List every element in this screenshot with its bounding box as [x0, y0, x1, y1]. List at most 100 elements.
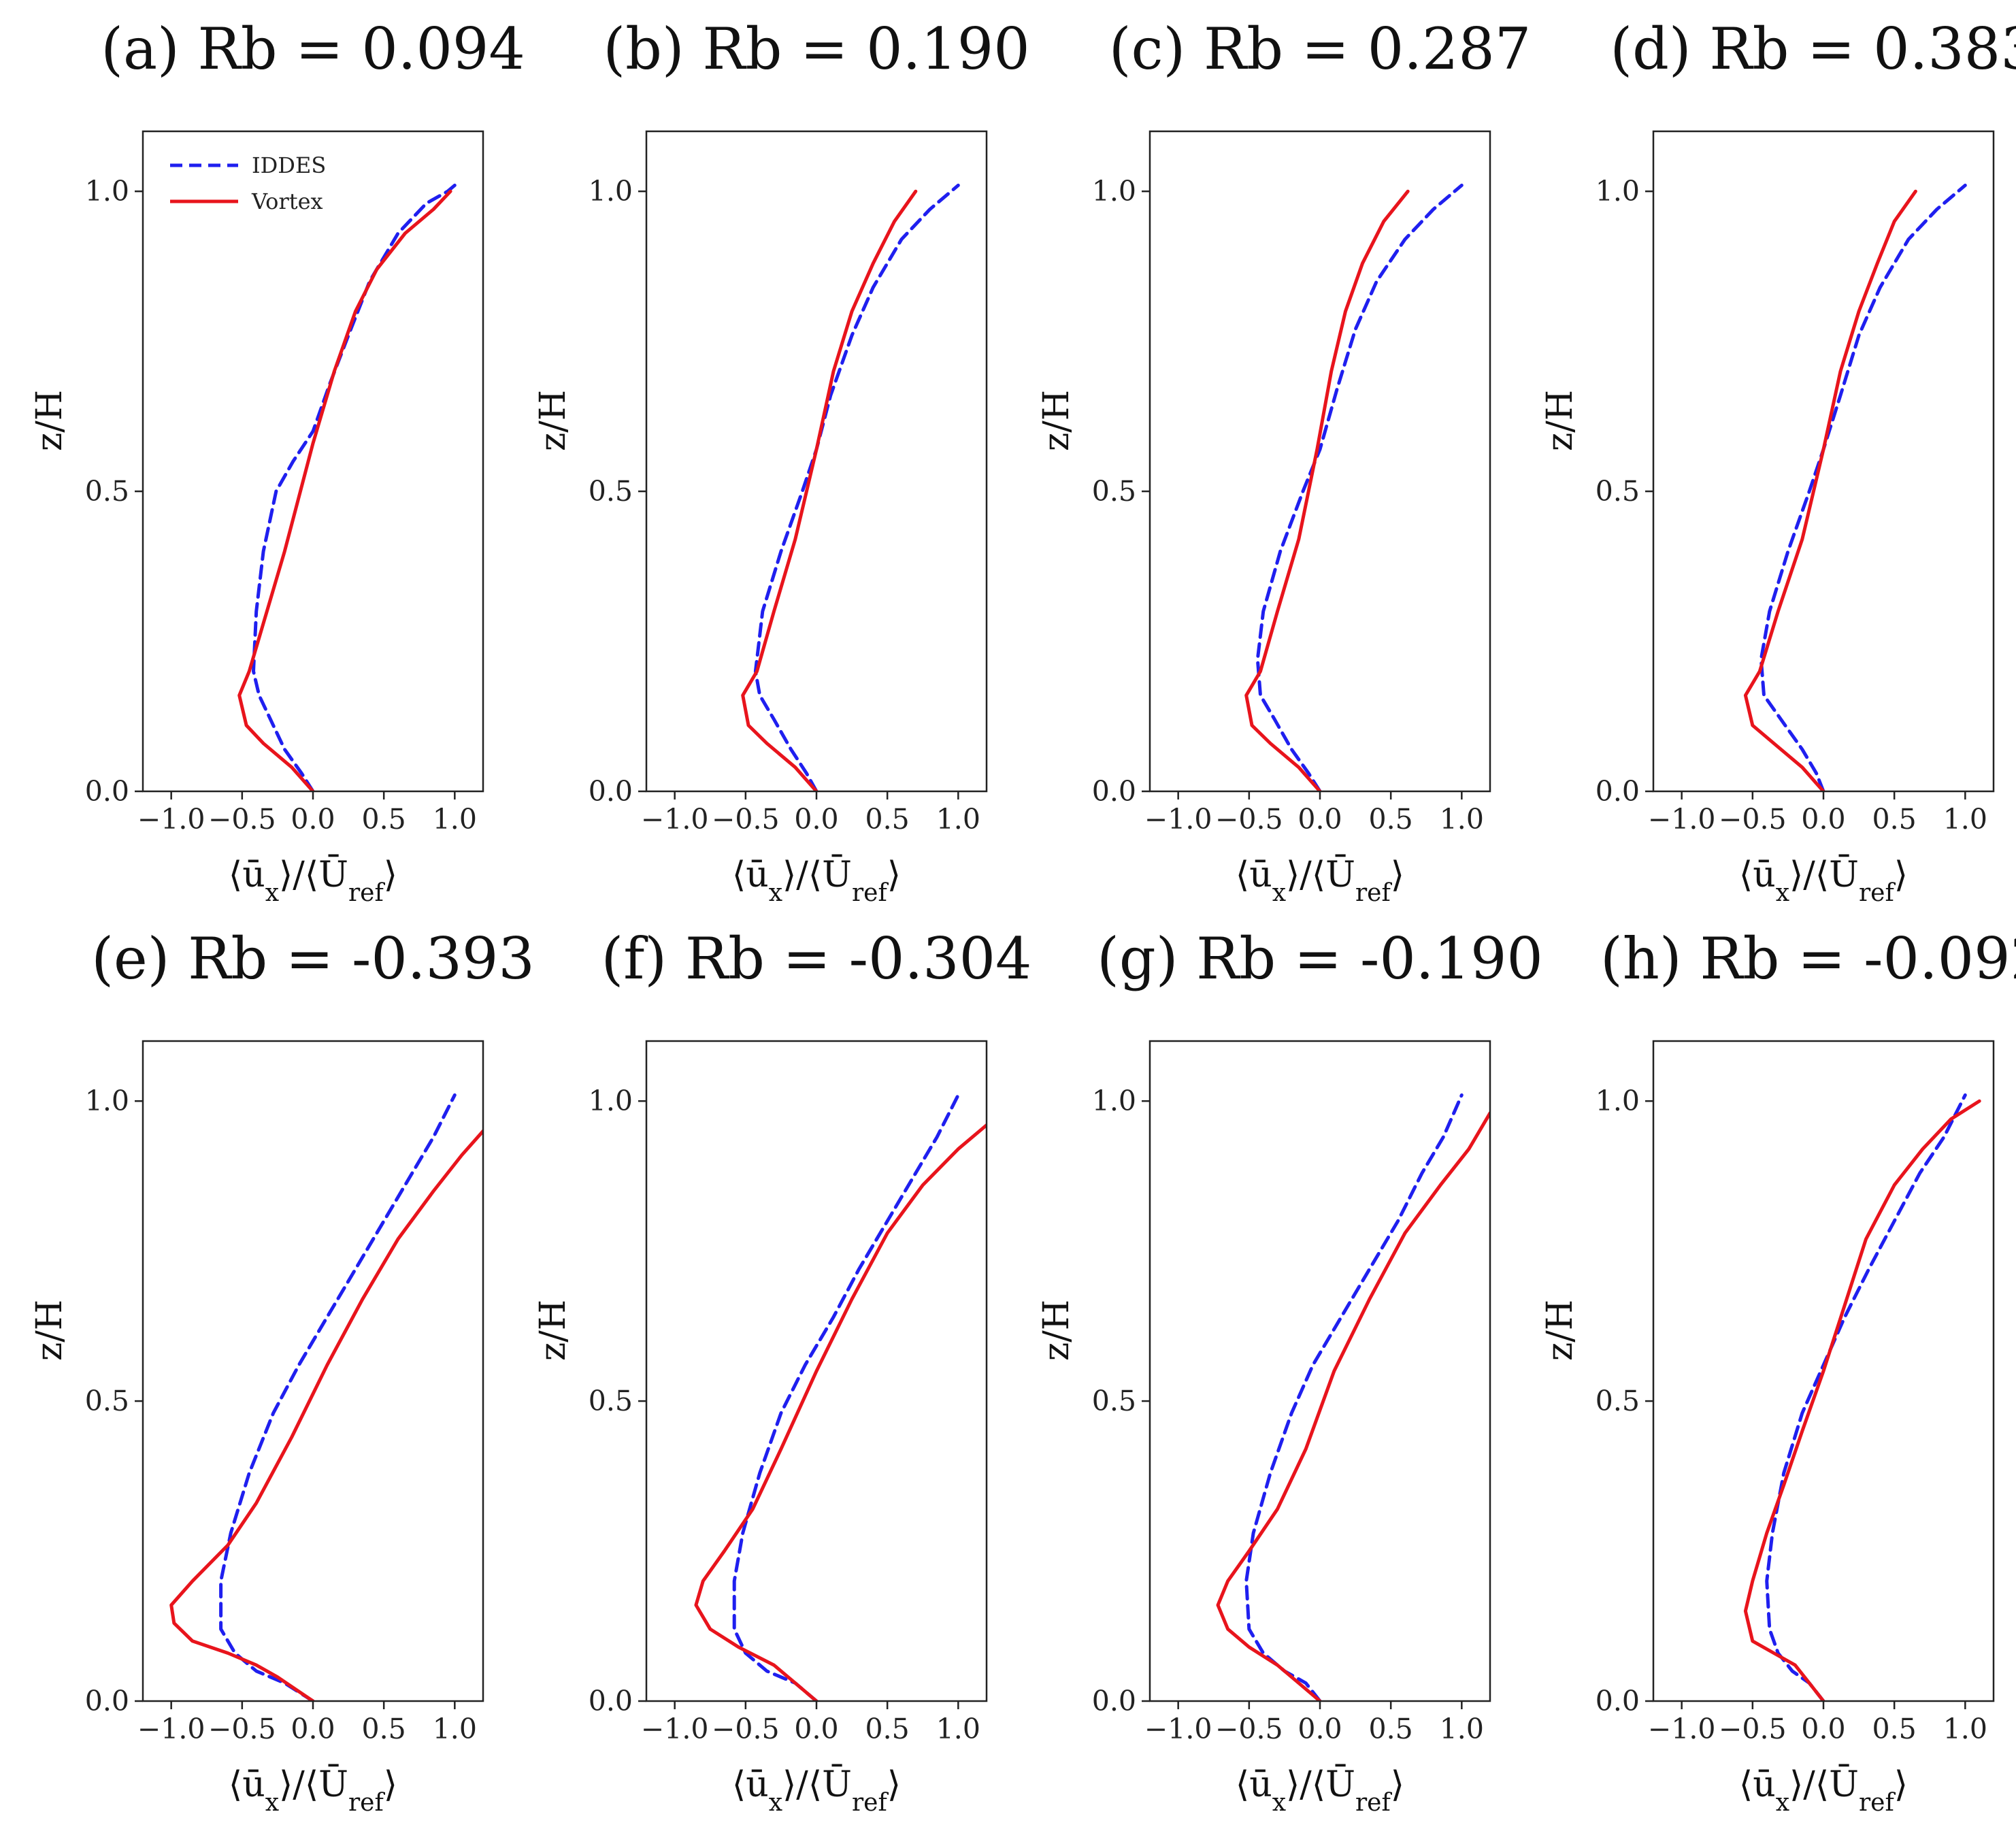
x-tick-label: 1.0 — [433, 1713, 477, 1745]
x-tick-label: 0.5 — [865, 1713, 910, 1745]
y-tick-label: 0.5 — [1596, 1385, 1640, 1417]
x-tick-label: 0.0 — [291, 1713, 335, 1745]
iddes-series-line — [1765, 1093, 1967, 1701]
y-tick-label: 1.0 — [1596, 1085, 1640, 1117]
x-tick-label: 1.0 — [936, 1713, 980, 1745]
x-tick-label: 1.0 — [1943, 803, 1987, 836]
y-tick-label: 0.0 — [85, 775, 129, 808]
x-tick-label: 0.0 — [1801, 803, 1845, 836]
y-tick-label: 0.5 — [1596, 475, 1640, 508]
y-tick-label: 1.0 — [1092, 1085, 1136, 1117]
panel-a: (a) Rb = 0.094 −1.0 −0.5 0.0 0.5 1.0 0.0 0.5 1.0… — [29, 16, 525, 907]
plot-frame — [1149, 1040, 1491, 1702]
iddes-series-line — [732, 1093, 960, 1701]
y-tick-label: 0.0 — [1596, 775, 1640, 808]
y-axis-label: z/H — [1540, 1300, 1581, 1361]
vortex-series-line — [1216, 1111, 1490, 1701]
y-axis-label: z/H — [1540, 390, 1581, 451]
plot-frame — [142, 130, 484, 793]
y-tick-label: 0.5 — [589, 475, 633, 508]
iddes-series-line — [753, 183, 960, 791]
x-tick-label: −0.5 — [712, 803, 780, 836]
y-tick-label: 0.0 — [85, 1685, 129, 1717]
x-tick-label: −0.5 — [1215, 1713, 1283, 1745]
x-axis-label: ⟨ūx⟩/⟨Ūref⟩ — [229, 855, 397, 907]
panel-b: (b) Rb = 0.190 −1.0 −0.5 0.0 0.5 1.0 0.0 0.5 1.0… — [533, 16, 1030, 907]
y-tick-label: 1.0 — [589, 175, 633, 208]
vortex-series-line — [169, 1129, 483, 1701]
y-axis-label: z/H — [1036, 390, 1077, 451]
x-tick-label: 0.0 — [291, 803, 335, 836]
x-axis-label: ⟨ūx⟩/⟨Ūref⟩ — [732, 1764, 901, 1817]
y-tick-label: 0.5 — [85, 1385, 129, 1417]
y-axis-label: z/H — [533, 390, 574, 451]
y-tick-label: 0.0 — [1092, 775, 1136, 808]
panel-d: (d) Rb = 0.383 −1.0 −0.5 0.0 0.5 1.0 0.0 0.5 1.0… — [1540, 16, 2016, 907]
x-tick-label: 1.0 — [1943, 1713, 1987, 1745]
x-axis-label: ⟨ūx⟩/⟨Ūref⟩ — [1739, 855, 1908, 907]
x-axis-label: ⟨ūx⟩/⟨Ūref⟩ — [1236, 1764, 1404, 1817]
x-tick-label: 1.0 — [1440, 803, 1484, 836]
x-tick-label: 0.0 — [794, 1713, 838, 1745]
y-tick-label: 0.0 — [589, 775, 633, 808]
iddes-series-line — [1244, 1093, 1464, 1701]
x-axis-label: ⟨ūx⟩/⟨Ūref⟩ — [1739, 1764, 1908, 1817]
y-tick-label: 0.5 — [85, 475, 129, 508]
plot-frame — [1149, 130, 1491, 793]
vortex-series-line — [1743, 1099, 1981, 1701]
x-axis-label: ⟨ūx⟩/⟨Ūref⟩ — [1236, 855, 1404, 907]
panel-title: (d) Rb = 0.383 — [1610, 16, 2016, 82]
y-tick-label: 1.0 — [1596, 175, 1640, 208]
panel-title: (a) Rb = 0.094 — [101, 16, 525, 82]
panel-title: (g) Rb = -0.190 — [1097, 925, 1543, 992]
x-tick-label: −1.0 — [1648, 803, 1716, 836]
vortex-series-line — [741, 189, 918, 791]
x-tick-label: −1.0 — [137, 803, 205, 836]
iddes-series-line — [1255, 183, 1464, 791]
panel-g: (g) Rb = -0.190 −1.0 −0.5 0.0 0.5 1.0 0.0 0.5 1.… — [1036, 925, 1543, 1817]
x-tick-label: −1.0 — [641, 1713, 709, 1745]
y-axis-label: z/H — [29, 1300, 70, 1361]
plot-frame — [645, 130, 988, 793]
panel-c: (c) Rb = 0.287 −1.0 −0.5 0.0 0.5 1.0 0.0 0.5 1.0… — [1036, 16, 1531, 907]
y-tick-label: 1.0 — [1092, 175, 1136, 208]
y-tick-label: 0.5 — [1092, 1385, 1136, 1417]
x-tick-label: 1.0 — [1440, 1713, 1484, 1745]
y-axis-label: z/H — [533, 1300, 574, 1361]
legend-iddes-label: IDDES — [252, 152, 326, 178]
plot-frame — [1652, 130, 1995, 793]
x-tick-label: 0.0 — [794, 803, 838, 836]
x-tick-label: −1.0 — [1648, 1713, 1716, 1745]
x-tick-label: −0.5 — [712, 1713, 780, 1745]
x-tick-label: −1.0 — [1144, 803, 1212, 836]
y-axis-label: z/H — [29, 390, 70, 451]
x-tick-label: 0.5 — [362, 1713, 406, 1745]
x-tick-label: −1.0 — [641, 803, 709, 836]
x-tick-label: −0.5 — [1719, 803, 1787, 836]
panel-title: (h) Rb = -0.092 — [1600, 925, 2016, 992]
x-tick-label: 0.5 — [1369, 803, 1413, 836]
panel-title: (e) Rb = -0.393 — [91, 925, 535, 992]
panel-e: (e) Rb = -0.393 −1.0 −0.5 0.0 0.5 1.0 0.0 0.5 1.… — [29, 925, 535, 1817]
y-tick-label: 1.0 — [85, 1085, 129, 1117]
vortex-series-line — [237, 189, 452, 791]
x-tick-label: 0.0 — [1298, 803, 1342, 836]
x-tick-label: −0.5 — [1719, 1713, 1787, 1745]
y-tick-label: 1.0 — [589, 1085, 633, 1117]
vortex-series-line — [1244, 189, 1410, 791]
y-tick-label: 0.0 — [1596, 1685, 1640, 1717]
legend-vortex-label: Vortex — [251, 188, 323, 214]
iddes-series-line — [1759, 183, 1967, 791]
x-tick-label: 0.5 — [1872, 1713, 1917, 1745]
panel-title: (f) Rb = -0.304 — [601, 925, 1032, 992]
panel-title: (b) Rb = 0.190 — [603, 16, 1029, 82]
y-tick-label: 0.0 — [1092, 1685, 1136, 1717]
x-tick-label: −0.5 — [208, 803, 276, 836]
x-tick-label: −1.0 — [137, 1713, 205, 1745]
x-tick-label: −0.5 — [1215, 803, 1283, 836]
panel-h: (h) Rb = -0.092 −1.0 −0.5 0.0 0.5 1.0 0.0 0.5 1.… — [1540, 925, 2016, 1817]
iddes-series-line — [219, 1093, 457, 1701]
x-axis-label: ⟨ūx⟩/⟨Ūref⟩ — [229, 1764, 397, 1817]
y-axis-label: z/H — [1036, 1300, 1077, 1361]
